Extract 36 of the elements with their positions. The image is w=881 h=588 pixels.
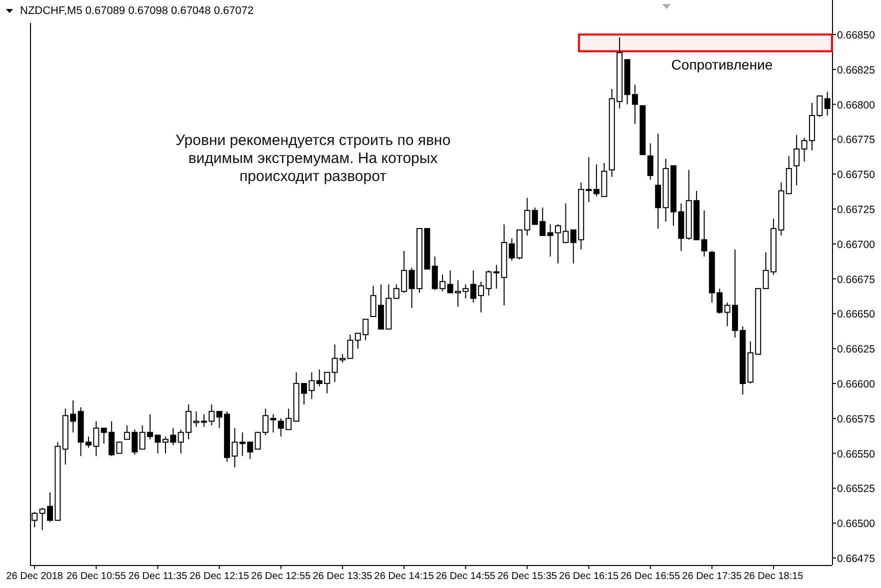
x-tick-label: 26 Dec 16:55 [620,571,681,582]
x-tick-label: 26 Dec 12:15 [190,571,250,582]
candlestick [794,134,800,186]
y-tick-label: 0.66500 [837,518,876,530]
x-tick-label: 26 Dec 14:15 [374,571,434,582]
y-tick-label: 0.66650 [837,308,876,321]
y-tick-label: 0.66700 [837,238,876,251]
y-tick-label: 0.66525 [837,483,876,496]
chart-title: NZDCHF,M5 0.67089 0.67098 0.67048 0.67072 [20,5,254,17]
x-tick-label: 26 Dec 14:55 [436,571,496,582]
x-tick-label: 26 Dec 17:35 [682,571,742,582]
x-tick-label: 26 Dec 15:35 [497,571,558,582]
x-tick-label: 26 Dec 18:15 [744,571,804,582]
x-tick-label: 26 Dec 11:35 [128,571,188,582]
annotation: Уровни рекомендуется строить по явно видимым экстремумам. На которых происходит разворот [175,132,451,185]
y-tick-label: 0.66625 [837,344,876,356]
x-tick-label: 26 Dec 12:55 [251,571,312,582]
band-label: Сопротивление [671,56,773,72]
y-tick-label: 0.66775 [837,134,876,146]
candlestick [647,142,654,180]
y-tick-label: 0.66475 [837,553,876,566]
candlestick [655,133,662,230]
y-tick-label: 0.66750 [837,169,876,182]
x-tick-label: 26 Dec 2018 [6,571,64,582]
y-tick-label: 0.66675 [837,274,876,286]
x-tick-label: 26 Dec 13:35 [312,571,373,582]
candlestick [116,442,122,454]
y-tick-label: 0.66850 [837,30,876,42]
x-tick-label: 26 Dec 16:15 [559,571,619,582]
y-tick-label: 0.66825 [837,64,876,76]
y-tick-label: 0.66575 [837,413,876,426]
y-tick-label: 0.66600 [837,378,876,391]
x-tick-label: 26 Dec 10:55 [66,571,126,582]
y-tick-label: 0.66800 [837,99,876,112]
y-tick-label: 0.66550 [837,448,876,460]
y-tick-label: 0.66725 [837,204,876,216]
